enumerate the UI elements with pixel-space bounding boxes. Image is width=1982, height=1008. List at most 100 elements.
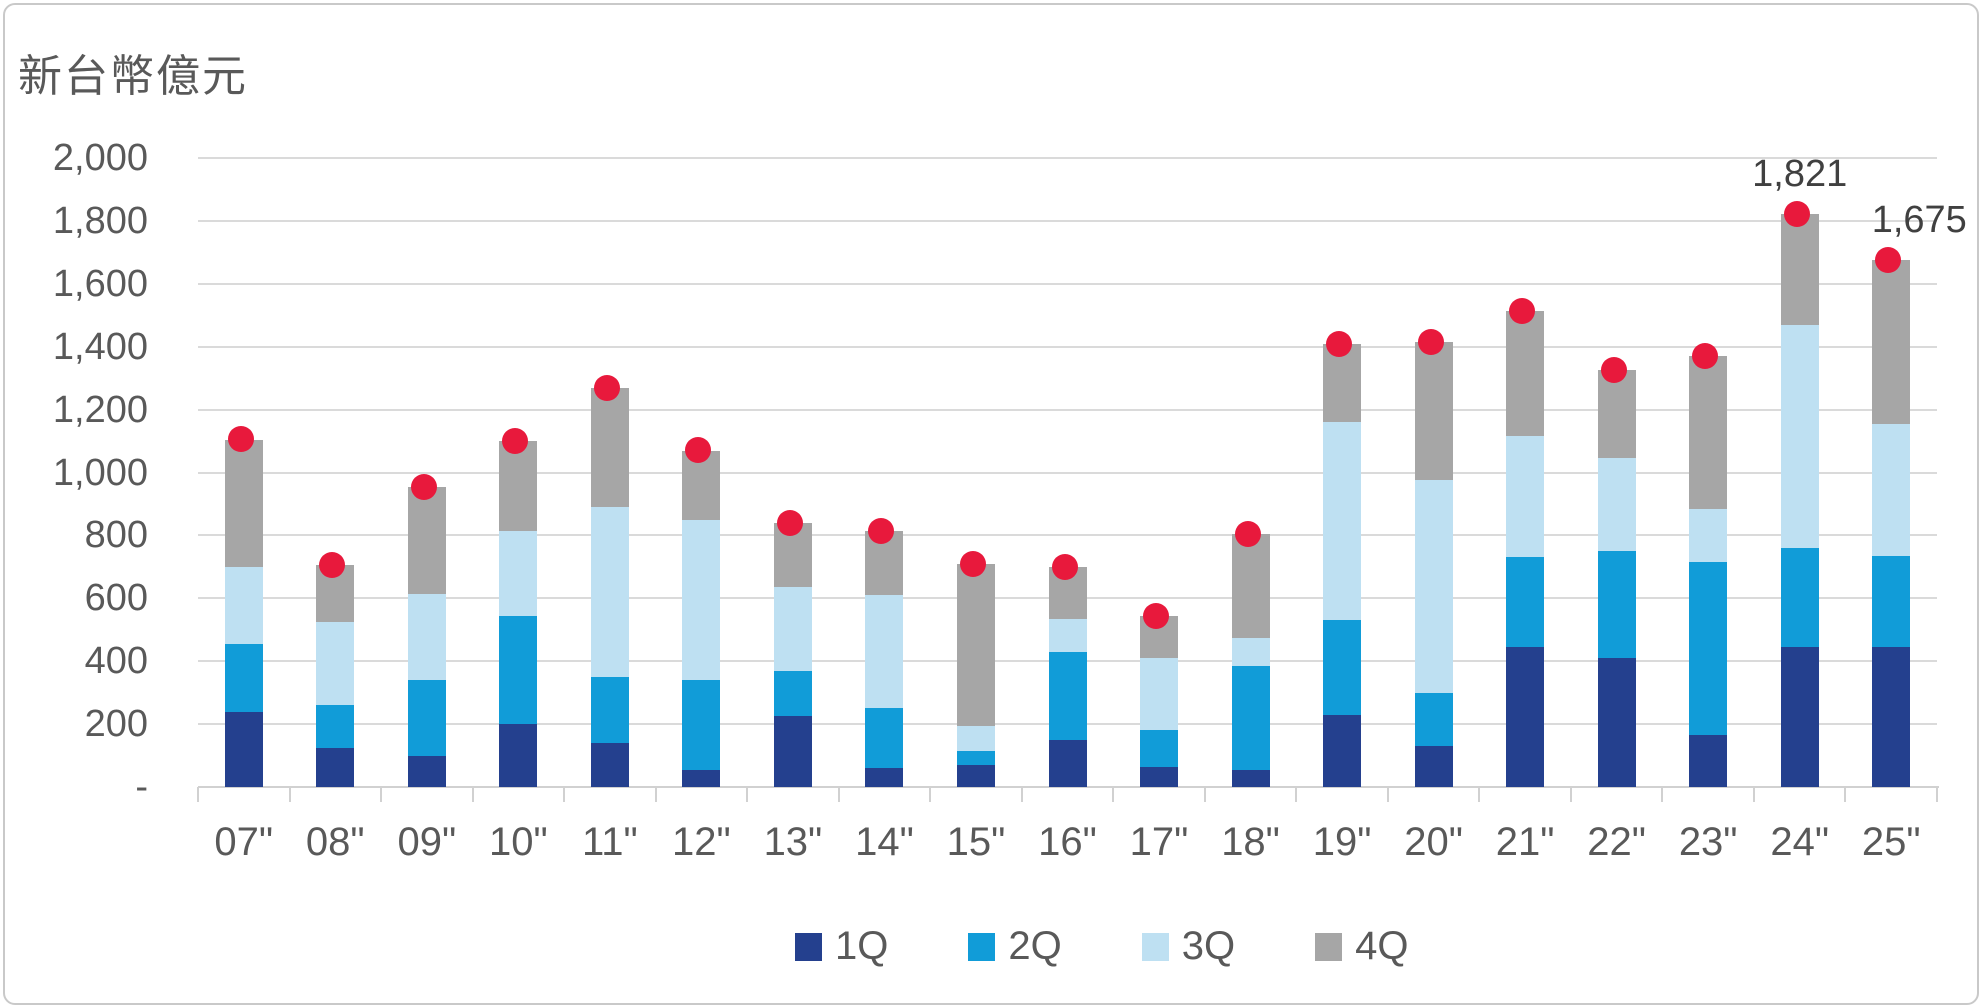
bar-segment-1q	[1780, 647, 1819, 787]
total-marker-dot	[1326, 330, 1353, 357]
gridline	[198, 471, 1937, 474]
bar-segment-1q	[1048, 739, 1087, 787]
x-axis-tick	[1112, 787, 1115, 802]
bar-segment-2q	[316, 705, 355, 748]
bar-segment-1q	[1414, 746, 1453, 787]
bar-segment-1q	[773, 716, 812, 787]
x-axis-tick	[1203, 787, 1206, 802]
bar-segment-2q	[1048, 651, 1087, 740]
x-axis-label: 08"	[305, 820, 365, 864]
bar-segment-3q	[1872, 423, 1911, 556]
bar-segment-1q	[682, 769, 721, 787]
bar-segment-3q	[865, 595, 904, 709]
x-axis-label: 22"	[1587, 820, 1646, 864]
bar-segment-1q	[224, 711, 263, 787]
x-axis-label: 11"	[581, 820, 638, 864]
bar-segment-3q	[1597, 458, 1636, 552]
x-axis-label: 07"	[214, 820, 274, 864]
total-marker-dot	[593, 374, 620, 401]
stacked-bar	[1597, 370, 1636, 787]
bar-segment-1q	[956, 765, 995, 787]
total-marker-dot	[685, 437, 712, 464]
bar-segment-2q	[590, 676, 629, 743]
bar-segment-3q	[316, 621, 355, 706]
x-axis-tick	[288, 787, 291, 802]
x-axis-label: 15"	[946, 820, 1006, 864]
total-marker-dot	[1509, 297, 1536, 324]
gridline	[198, 534, 1937, 537]
x-axis-label: 25"	[1861, 820, 1921, 864]
x-axis-tick	[746, 787, 749, 802]
legend-item-1q: 1Q	[795, 924, 888, 969]
stacked-bar	[1872, 260, 1911, 787]
x-axis-tick	[1295, 787, 1298, 802]
total-marker-dot	[1783, 201, 1810, 228]
bar-segment-1q	[316, 747, 355, 787]
bar-segment-3q	[224, 566, 263, 644]
bar-segment-2q	[1780, 548, 1819, 648]
x-axis-tick	[197, 787, 199, 802]
x-axis-tick	[1661, 787, 1664, 802]
x-axis-tick	[1020, 787, 1023, 802]
legend-item-4q: 4Q	[1315, 924, 1408, 969]
data-label: 1,821	[1752, 153, 1848, 196]
x-axis-tick	[1478, 787, 1481, 802]
legend-label-4q: 4Q	[1355, 924, 1409, 968]
x-axis-tick	[1752, 787, 1755, 802]
stacked-bar	[1140, 615, 1179, 787]
bar-segment-1q	[590, 742, 629, 787]
legend-swatch-1q	[795, 932, 822, 961]
stacked-bar	[1231, 533, 1270, 787]
bar-segment-4q	[1414, 342, 1453, 481]
total-marker-dot	[227, 426, 254, 453]
bar-segment-2q	[682, 680, 721, 770]
y-axis-label: 1,600	[52, 262, 148, 305]
bar-segment-4q	[590, 387, 629, 508]
x-axis-label: 13"	[763, 820, 823, 864]
bar-segment-4q	[224, 439, 263, 567]
total-marker-dot	[1692, 343, 1719, 370]
bar-segment-2q	[1872, 555, 1911, 648]
y-axis-label: 200	[84, 703, 148, 746]
x-axis-label: 21"	[1495, 820, 1555, 864]
bar-segment-3q	[1689, 508, 1728, 563]
stacked-bar	[865, 530, 904, 787]
x-axis-label: 23"	[1678, 820, 1738, 864]
x-axis-label: 20"	[1404, 820, 1463, 864]
stacked-bar	[773, 522, 812, 787]
stacked-bar	[1780, 214, 1819, 787]
x-axis-tick	[471, 787, 474, 802]
bar-segment-4q	[1597, 370, 1636, 459]
x-axis-tick	[654, 787, 657, 802]
bar-segment-1q	[865, 768, 904, 787]
x-axis-label: 12"	[672, 820, 731, 864]
bar-segment-3q	[1323, 422, 1362, 621]
gridline	[198, 282, 1937, 285]
total-marker-dot	[319, 552, 346, 579]
legend-item-2q: 2Q	[968, 924, 1062, 969]
stacked-bar	[682, 450, 721, 787]
x-axis-label: 10"	[488, 820, 548, 864]
total-marker-dot	[410, 473, 437, 500]
total-marker-dot	[959, 550, 986, 577]
bar-segment-4q	[1323, 343, 1362, 423]
y-axis-label: 400	[84, 640, 148, 683]
x-axis-label: 16"	[1038, 820, 1097, 864]
x-axis-tick	[1386, 787, 1389, 802]
total-marker-dot	[1143, 602, 1170, 629]
y-axis-label: 1,400	[52, 325, 148, 368]
x-axis-label: 18"	[1221, 820, 1280, 864]
x-axis-tick	[837, 787, 840, 802]
bar-segment-3q	[956, 725, 995, 751]
legend: 1Q 2Q 3Q 4Q	[795, 924, 1408, 969]
stacked-bar	[1414, 342, 1453, 787]
legend-item-3q: 3Q	[1141, 924, 1235, 969]
bar-segment-2q	[224, 643, 263, 712]
x-axis-tick	[563, 787, 566, 802]
stacked-bar	[1689, 356, 1728, 787]
x-axis-line	[198, 786, 1939, 788]
bar-segment-4q	[1506, 310, 1545, 437]
bar-segment-3q	[1140, 658, 1179, 731]
bar-segment-3q	[1048, 618, 1087, 652]
